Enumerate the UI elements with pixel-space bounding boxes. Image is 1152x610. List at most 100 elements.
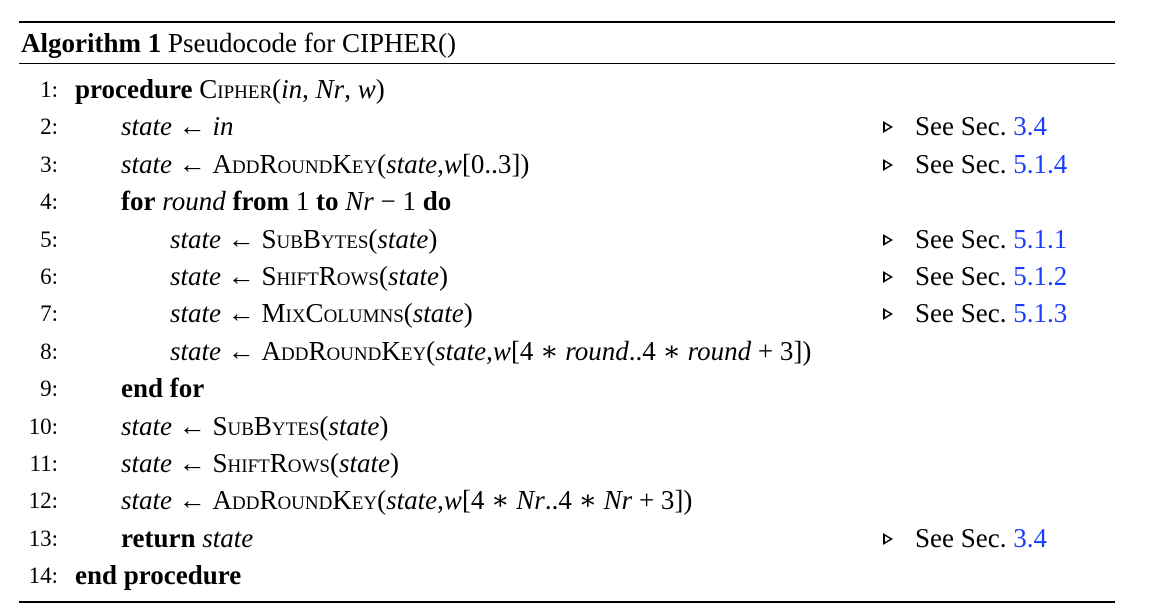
code-text: ← [221, 223, 262, 254]
code-text: ..4 ∗ [544, 485, 604, 516]
variable: Nr [516, 485, 545, 516]
code-text: ← [221, 298, 262, 329]
keyword: end for [121, 373, 205, 404]
variable: state [387, 261, 439, 291]
line-number: 10: [28, 413, 58, 439]
variable: state [435, 335, 487, 366]
section-reference-link[interactable]: 3.4 [1013, 522, 1047, 553]
comment-triangle-icon [883, 271, 893, 283]
algorithm-caption: Algorithm 1 Pseudocode for CIPHER() [21, 26, 456, 60]
top-rule [19, 21, 1115, 23]
variable: state [121, 485, 172, 516]
code-text: ← [172, 148, 213, 179]
code-text: ) [428, 223, 438, 254]
code-text: ← [172, 448, 213, 478]
variable: state [202, 522, 254, 553]
pseudocode-line: 5: state ← SubBytes(state) See Sec. 5.1.1 [0, 221, 1152, 258]
keyword: return [121, 522, 196, 553]
function-name: ShiftRows [261, 261, 379, 291]
pseudocode-line: 10: state ← SubBytes(state) [0, 408, 1152, 445]
code-text: , [486, 335, 493, 366]
section-reference-link[interactable]: 5.1.3 [1013, 298, 1068, 329]
code-text: ← [172, 111, 213, 142]
pseudocode-line: 9: end for [0, 370, 1152, 407]
line-number: 8: [40, 338, 58, 364]
code-text: ( [403, 298, 413, 329]
code-text: ) [463, 298, 473, 329]
line-number: 2: [40, 114, 58, 140]
bottom-rule [19, 601, 1115, 603]
line-comment: See Sec. 5.1.1 [883, 221, 1067, 258]
line-number: 12: [28, 488, 58, 514]
variable: round [687, 335, 752, 366]
comment-triangle-icon [883, 158, 893, 171]
code-statement: state ← SubBytes(state) [121, 408, 388, 445]
code-text: ( [272, 74, 282, 104]
variable: state [121, 448, 172, 478]
line-comment: See Sec. 5.1.4 [883, 146, 1067, 183]
line-number: 13: [28, 525, 58, 551]
code-text [226, 186, 233, 216]
code-text: , [344, 74, 358, 104]
variable: state [121, 148, 172, 179]
pseudocode-line: 13: return state See Sec. 3.4 [0, 520, 1152, 557]
function-name: SubBytes [212, 410, 320, 441]
code-text: ( [426, 335, 436, 366]
section-reference-link[interactable]: 5.1.1 [1013, 223, 1068, 254]
function-name: SubBytes [261, 223, 369, 254]
line-number: 1: [40, 77, 58, 102]
code-text: ) [438, 261, 448, 291]
code-text: ) [379, 410, 389, 441]
caption-rule [19, 63, 1115, 64]
variable: state [170, 223, 221, 254]
code-text: ← [172, 410, 213, 441]
line-comment: See Sec. 3.4 [883, 108, 1047, 145]
comment-label: See Sec. [915, 261, 1007, 291]
code-statement: state ← ShiftRows(state) [170, 258, 448, 295]
code-statement: state ← MixColumns(state) [170, 295, 473, 332]
line-comment: See Sec. 3.4 [883, 520, 1047, 557]
section-reference-link[interactable]: 3.4 [1013, 111, 1047, 142]
line-number: 6: [40, 264, 58, 289]
pseudocode-line: 2: state ← in See Sec. 3.4 [0, 108, 1152, 145]
variable: Nr [603, 485, 633, 516]
code-text: + 3]) [632, 485, 693, 516]
comment-triangle-icon [883, 532, 893, 545]
variable: state [328, 410, 380, 441]
variable: Nr [315, 74, 345, 104]
line-comment: See Sec. 5.1.3 [883, 295, 1067, 332]
variable: in [212, 111, 234, 142]
code-statement: for round from 1 to Nr − 1 do [121, 183, 451, 220]
comment-label: See Sec. [915, 111, 1007, 142]
section-reference-link[interactable]: 5.1.2 [1013, 261, 1068, 291]
variable: w [492, 335, 511, 366]
code-text: ( [329, 448, 339, 478]
section-reference-link[interactable]: 5.1.4 [1013, 148, 1068, 179]
variable: round [162, 186, 226, 217]
pseudocode-line: 7: state ← MixColumns(state) See Sec. 5.1.… [0, 295, 1152, 332]
keyword: procedure [75, 74, 193, 104]
comment-label: See Sec. [915, 522, 1007, 553]
line-number: 14: [28, 563, 58, 589]
variable: w [443, 485, 462, 516]
variable: state [121, 111, 172, 142]
keyword: to [315, 186, 339, 217]
code-text: ( [368, 223, 378, 254]
code-statement: end procedure [75, 557, 241, 594]
code-text: ← [172, 485, 213, 516]
pseudocode-line: 1: procedure Cipher(in, Nr, w) [0, 71, 1152, 108]
code-text: ) [375, 74, 385, 104]
function-name: ShiftRows [212, 448, 330, 478]
function-name: AddRoundKey [261, 335, 427, 366]
line-number: 4: [40, 189, 58, 215]
comment-label: See Sec. [915, 148, 1007, 179]
pseudocode-line: 12: state ← AddRoundKey(state,w[4 ∗ Nr..4… [0, 482, 1152, 519]
keyword: for [121, 186, 156, 217]
variable: state [412, 298, 464, 329]
code-text: [4 ∗ [510, 335, 566, 366]
code-statement: state ← AddRoundKey(state,w[0..3]) [121, 146, 529, 183]
code-text: ( [377, 148, 387, 179]
code-statement: return state [121, 520, 253, 557]
variable: state [377, 223, 429, 254]
pseudocode-line: 14: end procedure [0, 557, 1152, 594]
